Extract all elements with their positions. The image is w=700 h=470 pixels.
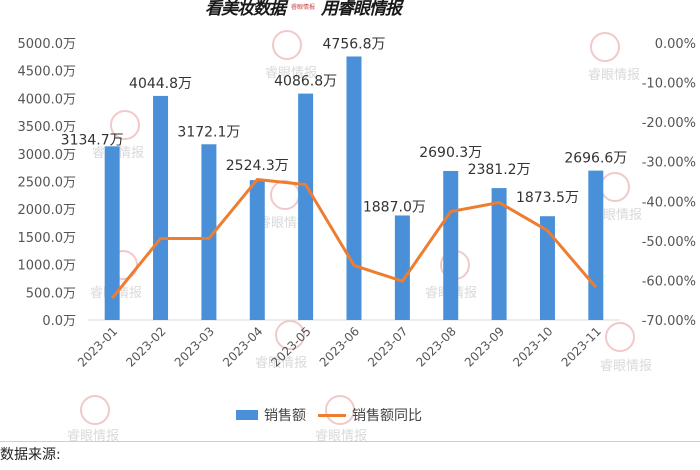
right-axis-tick: -60.00% — [642, 274, 696, 289]
bar — [588, 170, 604, 320]
divider — [0, 441, 700, 442]
left-axis-tick: 1000.0万 — [18, 259, 77, 274]
yoy-line — [111, 178, 597, 300]
bar-value-label: 4044.8万 — [129, 76, 192, 92]
x-axis-ticks: 2023-01 2023-02 2023-03 2023-04 2023-05 2023-… — [75, 324, 604, 369]
left-axis-tick: 4500.0万 — [18, 65, 77, 80]
right-axis-tick: -20.00% — [642, 116, 696, 131]
left-axis-tick: 3000.0万 — [18, 148, 77, 163]
bar-value-label: 1887.0万 — [363, 199, 426, 215]
right-axis-tick: 0.00% — [655, 37, 696, 52]
bar-value-label: 2524.3万 — [226, 158, 289, 174]
x-axis-tick: 2023-08 — [413, 324, 458, 369]
bar-data-labels: 3134.7万 4044.8万 3172.1万 2524.3万 4086.8万 4756.… — [61, 36, 628, 215]
right-axis-tick: -40.00% — [642, 195, 696, 210]
x-axis-tick: 2023-03 — [172, 324, 217, 369]
x-axis-tick: 2023-11 — [559, 324, 604, 369]
x-axis-tick: 2023-09 — [462, 324, 507, 369]
legend-line-label: 销售额同比 — [352, 408, 422, 424]
right-axis-tick: -70.00% — [642, 314, 696, 329]
bar — [394, 215, 410, 320]
bar — [104, 146, 120, 320]
banner: 看美妆数据 睿眼情报 用睿眼情报 — [205, 0, 465, 19]
bar — [346, 56, 362, 321]
bar — [298, 93, 314, 320]
right-axis: 0.00% -10.00% -20.00% -30.00% -40.00% -50.00%… — [642, 37, 696, 329]
x-axis-tick: 2023-10 — [510, 324, 555, 369]
left-axis-tick: 3500.0万 — [18, 120, 77, 135]
right-axis-tick: -50.00% — [642, 235, 696, 250]
bar-value-label: 4756.8万 — [323, 36, 386, 52]
banner-right-text: 用睿眼情报 — [321, 0, 402, 19]
x-axis-tick: 2023-02 — [123, 324, 168, 369]
legend-line-swatch — [318, 413, 346, 417]
left-axis-tick: 2000.0万 — [18, 203, 77, 218]
left-axis-tick: 2500.0万 — [18, 176, 77, 191]
bar-value-label: 3172.1万 — [177, 124, 240, 140]
x-axis-tick: 2023-05 — [268, 324, 313, 369]
right-axis-tick: -10.00% — [642, 77, 696, 92]
x-axis-tick: 2023-06 — [317, 324, 362, 369]
left-axis-tick: 4000.0万 — [18, 92, 77, 107]
x-axis-tick: 2023-07 — [365, 324, 410, 369]
legend: 销售额 销售额同比 — [236, 405, 422, 425]
bar-series — [104, 56, 604, 321]
bar — [249, 180, 265, 320]
left-axis-tick: 500.0万 — [26, 286, 76, 301]
left-axis-tick: 0.0万 — [42, 314, 76, 329]
legend-bar-swatch — [236, 410, 258, 420]
bar — [443, 170, 459, 320]
data-source-label: 数据来源: — [0, 447, 61, 463]
bar-value-label: 4086.8万 — [274, 74, 337, 90]
bar — [153, 95, 169, 320]
x-axis-tick: 2023-04 — [220, 324, 265, 369]
chart: 0.0万 500.0万 1000.0万 1500.0万 2000.0万 2500.0万 30… — [18, 36, 697, 369]
line-series — [111, 178, 597, 300]
bar-value-label: 2690.3万 — [419, 145, 482, 161]
bar — [539, 216, 555, 320]
bar — [201, 144, 217, 320]
x-axis-tick: 2023-01 — [75, 324, 120, 369]
left-axis: 0.0万 500.0万 1000.0万 1500.0万 2000.0万 2500.0万 30… — [18, 37, 77, 329]
banner-logo: 睿眼情报 — [291, 3, 316, 11]
bar-value-label: 2381.2万 — [468, 162, 531, 178]
banner-left-text: 看美妆数据 — [205, 0, 286, 19]
left-axis-tick: 1500.0万 — [18, 231, 77, 246]
right-axis-tick: -30.00% — [642, 156, 696, 171]
legend-bar-label: 销售额 — [264, 408, 306, 424]
bar — [491, 188, 507, 320]
left-axis-tick: 5000.0万 — [18, 37, 77, 52]
bar-value-label: 3134.7万 — [61, 132, 124, 148]
bar-value-label: 2696.6万 — [564, 151, 627, 167]
bar-value-label: 1873.5万 — [516, 190, 579, 206]
